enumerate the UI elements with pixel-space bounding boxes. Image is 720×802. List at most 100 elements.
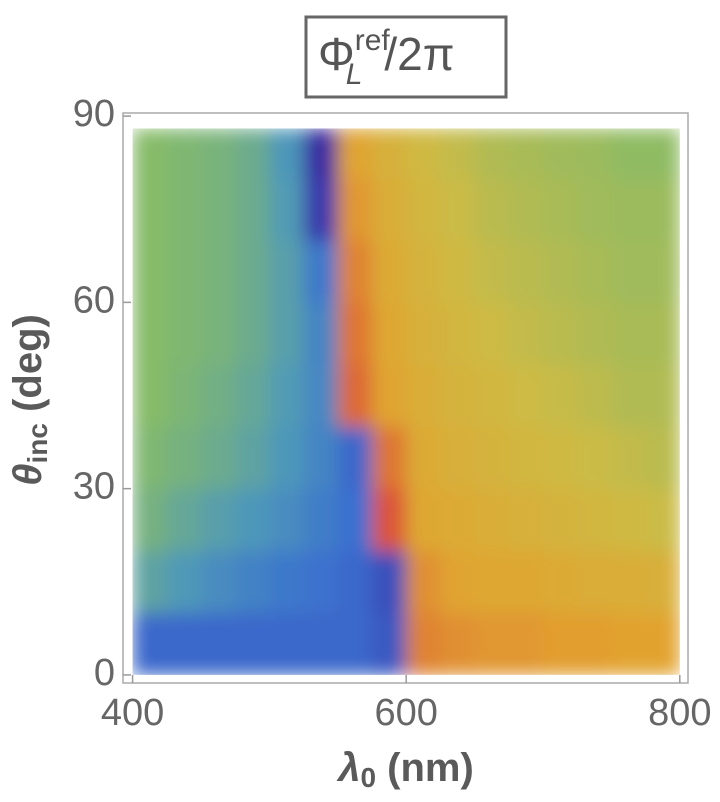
heat-cell — [166, 178, 202, 241]
heat-cell — [337, 128, 373, 179]
x-tick-label: 400 — [101, 692, 164, 734]
heat-cell — [406, 178, 441, 241]
heat-cell — [440, 612, 476, 675]
heat-cell — [474, 302, 510, 365]
heat-cell — [132, 364, 168, 428]
heat-cell — [303, 488, 339, 552]
heat-cell — [337, 612, 373, 675]
heat-cell — [474, 550, 510, 614]
heat-cell — [303, 240, 339, 303]
heat-cell — [166, 426, 202, 490]
heat-cell — [132, 550, 168, 614]
heat-cell — [645, 302, 680, 365]
heat-cell — [235, 612, 270, 675]
heat-cell — [406, 128, 441, 179]
heat-cell — [235, 426, 270, 490]
heat-cell — [132, 302, 168, 365]
heat-cell — [611, 488, 647, 552]
heat-cell — [166, 302, 202, 365]
heat-cell — [577, 488, 612, 552]
heat-cell — [371, 128, 407, 179]
heat-cell — [200, 550, 236, 614]
heat-cell — [235, 302, 270, 365]
heat-cell — [474, 612, 510, 675]
heat-cell — [269, 302, 305, 365]
heat-cell — [303, 302, 339, 365]
heat-cell — [269, 426, 305, 490]
heat-cell — [269, 364, 305, 428]
heat-cell — [406, 240, 441, 303]
heat-cell — [235, 240, 270, 303]
heat-cell — [132, 178, 168, 241]
heat-cell — [200, 364, 236, 428]
heat-cell — [371, 364, 407, 428]
heat-cell — [440, 302, 476, 365]
heat-cell — [132, 128, 168, 179]
heat-cell — [474, 488, 510, 552]
heat-cell — [542, 178, 578, 241]
heat-cell — [577, 240, 612, 303]
heat-cell — [645, 612, 680, 675]
heat-cell — [577, 364, 612, 428]
heat-cell — [337, 426, 373, 490]
heat-cell — [337, 488, 373, 552]
heat-cell — [611, 128, 647, 179]
heat-cell — [406, 550, 441, 614]
heat-cell — [508, 612, 544, 675]
heat-cell — [474, 364, 510, 428]
heat-cell — [269, 178, 305, 241]
heat-cell — [577, 550, 612, 614]
heat-cell — [577, 612, 612, 675]
heat-cell — [406, 364, 441, 428]
heat-cell — [303, 426, 339, 490]
heat-cell — [645, 364, 680, 428]
heat-cell — [166, 240, 202, 303]
heat-cell — [508, 240, 544, 303]
heat-cell — [542, 612, 578, 675]
heat-cell — [542, 488, 578, 552]
heat-cell — [269, 550, 305, 614]
heat-cell — [132, 488, 168, 552]
y-tick-label: 0 — [94, 652, 115, 694]
x-tick-label: 600 — [374, 692, 437, 734]
heat-cell — [303, 178, 339, 241]
heat-cell — [166, 488, 202, 552]
heat-cell — [508, 550, 544, 614]
heat-cell — [371, 426, 407, 490]
heat-cell — [371, 240, 407, 303]
heat-cell — [542, 240, 578, 303]
heat-cell — [337, 364, 373, 428]
heat-cell — [303, 128, 339, 179]
heat-cell — [611, 426, 647, 490]
heat-cell — [166, 612, 202, 675]
heat-cell — [645, 178, 680, 241]
heat-cell — [406, 426, 441, 490]
heat-cell — [371, 612, 407, 675]
x-axis-label: λ0 (nm) — [336, 746, 474, 794]
heat-cell — [132, 612, 168, 675]
heat-cell — [508, 178, 544, 241]
heat-cell — [508, 426, 544, 490]
heat-cell — [200, 240, 236, 303]
heat-cell — [269, 488, 305, 552]
heat-cell — [611, 240, 647, 303]
heat-cell — [645, 488, 680, 552]
heat-cell — [166, 364, 202, 428]
heat-cell — [406, 488, 441, 552]
heat-cell — [200, 178, 236, 241]
heat-cell — [132, 240, 168, 303]
heat-cell — [235, 550, 270, 614]
heat-cell — [474, 178, 510, 241]
y-axis-label: θinc (deg) — [6, 314, 54, 486]
heat-cell — [645, 128, 680, 179]
heat-cell — [371, 488, 407, 552]
heat-cell — [611, 612, 647, 675]
heat-cell — [577, 178, 612, 241]
x-tick-label: 800 — [648, 692, 711, 734]
heat-cell — [200, 302, 236, 365]
heat-cell — [611, 302, 647, 365]
heat-cell — [611, 550, 647, 614]
heat-cell — [542, 550, 578, 614]
heat-cell — [508, 364, 544, 428]
